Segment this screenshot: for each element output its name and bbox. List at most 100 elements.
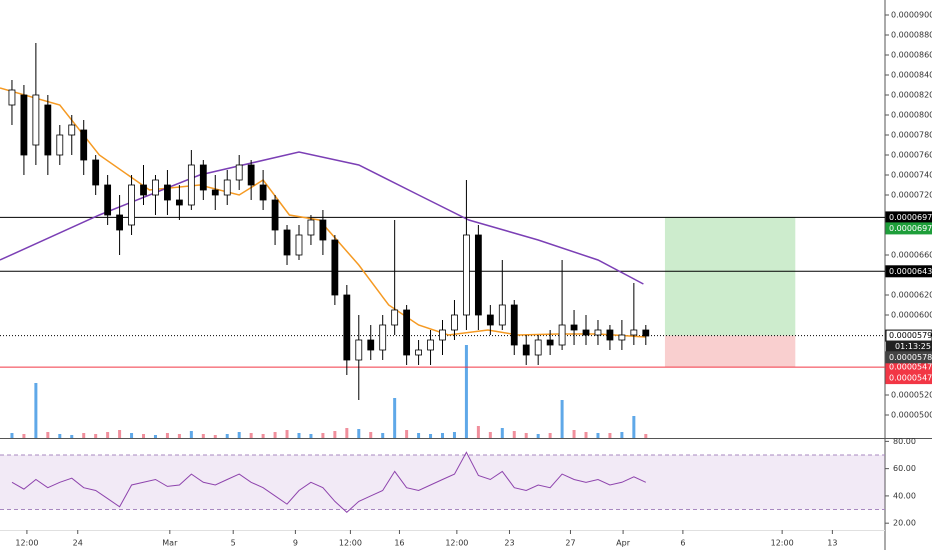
candle-body xyxy=(307,219,315,236)
volume-bar xyxy=(345,428,349,438)
candle-body xyxy=(247,164,255,186)
volume-bar xyxy=(452,432,456,438)
x-tick-label: 24 xyxy=(73,539,83,548)
candle-body xyxy=(498,304,506,326)
moving-average xyxy=(0,151,644,285)
candle-body xyxy=(486,314,494,326)
volume-bar xyxy=(106,432,110,438)
volume-bar xyxy=(608,433,612,438)
candle-body xyxy=(259,184,267,201)
volume-bar xyxy=(369,432,373,438)
x-tick-label: Apr xyxy=(616,539,631,548)
candle-body xyxy=(630,329,638,336)
stop-label-box xyxy=(885,372,932,385)
target-label-box xyxy=(885,222,932,235)
candle-body xyxy=(451,314,458,331)
volume-bar xyxy=(82,433,86,438)
volume-bar xyxy=(381,433,385,438)
volume-bar xyxy=(644,434,648,438)
candle-body xyxy=(295,234,303,256)
candle-body xyxy=(164,184,171,201)
volume-bar xyxy=(548,433,552,438)
rsi-line xyxy=(11,451,647,513)
candle-body xyxy=(140,184,147,196)
candle-body xyxy=(223,179,231,196)
stop-zone xyxy=(664,335,796,368)
candle-body xyxy=(534,339,542,356)
candle-body xyxy=(403,309,411,356)
candle-body xyxy=(439,329,446,341)
candle-body xyxy=(128,184,135,226)
candle-body xyxy=(510,304,518,346)
candle-body xyxy=(199,164,207,191)
candle-body xyxy=(379,324,387,351)
candle-body xyxy=(283,229,291,256)
volume-bar xyxy=(309,434,313,438)
volume-bar xyxy=(70,435,74,438)
rsi-tick-label: 80.00 xyxy=(893,437,916,446)
target-zone xyxy=(664,217,796,336)
level-label: 0.00006976 xyxy=(889,213,932,222)
candle-body xyxy=(582,329,590,336)
volume-bar xyxy=(118,430,122,438)
volume-bar xyxy=(177,434,181,438)
candle-body xyxy=(319,219,327,241)
volume-bar xyxy=(321,433,325,438)
volume-bar xyxy=(596,433,600,438)
candle-body xyxy=(415,349,422,356)
volume-bar xyxy=(584,432,588,438)
x-tick-label: 23 xyxy=(504,539,514,548)
volume-bar xyxy=(393,398,397,438)
level-label-box xyxy=(885,265,932,278)
x-tick-label: Mar xyxy=(162,539,178,548)
candle-body xyxy=(546,339,554,346)
last-price-label: 0.00005782 xyxy=(889,353,932,362)
candle-body xyxy=(175,199,183,206)
level-label: 0.00006437 xyxy=(889,267,932,276)
volume-bar xyxy=(189,431,193,438)
countdown: 01:13:25 xyxy=(895,342,931,351)
candle-body xyxy=(271,199,279,231)
candle-body xyxy=(474,234,482,316)
candle-body xyxy=(80,129,88,161)
candle-body xyxy=(44,104,52,156)
candle-body xyxy=(187,164,195,206)
volume-bar xyxy=(142,434,146,438)
volume-bar xyxy=(500,428,504,438)
candle-body xyxy=(427,339,434,351)
volume-bar xyxy=(488,432,492,438)
volume-bar xyxy=(333,431,337,438)
volume-bar xyxy=(249,433,253,438)
candle-body xyxy=(642,329,650,337)
rsi-band xyxy=(0,455,885,510)
level-label: 0.00005479 xyxy=(889,363,932,372)
rsi-tick-label: 60.00 xyxy=(893,464,916,473)
candle-body xyxy=(116,214,123,231)
volume-bar xyxy=(429,434,433,438)
volume-bar xyxy=(524,433,528,438)
volume-bar xyxy=(536,434,540,438)
volume-bar xyxy=(201,434,205,438)
candle-body xyxy=(606,329,614,341)
candle-body xyxy=(32,94,40,146)
volume-bar xyxy=(165,433,169,438)
volume-bar xyxy=(273,432,277,438)
volume-bar xyxy=(476,426,480,438)
volume-bar xyxy=(225,434,229,438)
last-price-label-box xyxy=(885,351,932,364)
x-tick-label: 16 xyxy=(394,539,404,548)
volume-bar xyxy=(405,430,409,438)
volume-bar xyxy=(213,435,217,438)
x-tick-label: 12:00 xyxy=(445,539,468,548)
